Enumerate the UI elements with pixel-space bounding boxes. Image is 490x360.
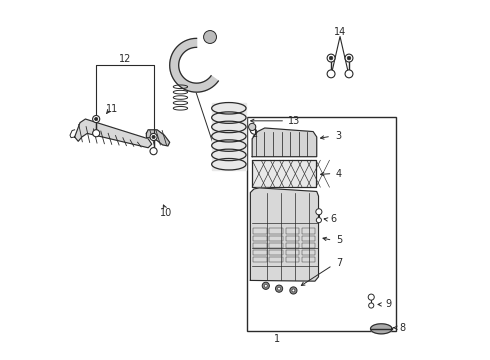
Circle shape — [262, 282, 270, 289]
Circle shape — [316, 209, 322, 215]
Bar — [286, 250, 299, 255]
Bar — [302, 250, 315, 255]
Bar — [253, 250, 267, 255]
Bar — [270, 235, 283, 241]
Text: 13: 13 — [288, 116, 300, 126]
Circle shape — [150, 148, 157, 155]
Circle shape — [203, 31, 217, 44]
Text: 5: 5 — [336, 235, 342, 245]
Circle shape — [95, 117, 98, 121]
Circle shape — [327, 70, 335, 78]
Circle shape — [275, 285, 283, 292]
Text: 11: 11 — [105, 104, 118, 114]
Text: 7: 7 — [336, 258, 342, 268]
Text: 15: 15 — [215, 149, 227, 159]
Bar — [302, 228, 315, 234]
Circle shape — [368, 303, 374, 308]
Bar — [252, 160, 316, 187]
Polygon shape — [170, 39, 219, 92]
Text: 3: 3 — [335, 131, 342, 141]
Bar — [253, 235, 267, 241]
Bar — [253, 257, 267, 262]
Bar — [253, 228, 267, 234]
Bar — [286, 235, 299, 241]
Circle shape — [327, 54, 335, 62]
Circle shape — [290, 287, 297, 294]
Text: 6: 6 — [331, 215, 337, 224]
Polygon shape — [147, 130, 170, 146]
Bar — [270, 228, 283, 234]
Text: 8: 8 — [400, 323, 406, 333]
Text: 2: 2 — [251, 129, 257, 139]
Text: 4: 4 — [336, 168, 342, 179]
Circle shape — [248, 123, 256, 131]
Circle shape — [278, 287, 280, 290]
Bar — [270, 257, 283, 262]
Bar — [270, 243, 283, 248]
Circle shape — [265, 284, 267, 287]
Bar — [302, 235, 315, 241]
Polygon shape — [212, 103, 246, 170]
Circle shape — [347, 56, 351, 60]
Circle shape — [292, 289, 295, 292]
Bar — [286, 257, 299, 262]
Circle shape — [150, 134, 157, 140]
Bar — [286, 243, 299, 248]
Bar — [302, 243, 315, 248]
Bar — [247, 117, 395, 330]
Bar — [286, 228, 299, 234]
Circle shape — [345, 54, 353, 62]
Polygon shape — [252, 128, 317, 157]
Circle shape — [93, 116, 100, 123]
Bar — [270, 250, 283, 255]
Polygon shape — [370, 324, 392, 334]
Circle shape — [345, 70, 353, 78]
Circle shape — [368, 294, 374, 300]
Polygon shape — [250, 188, 318, 281]
Text: 14: 14 — [334, 27, 346, 37]
Circle shape — [317, 217, 321, 223]
Circle shape — [152, 135, 155, 139]
Circle shape — [329, 56, 333, 60]
Text: 10: 10 — [160, 208, 172, 218]
Text: 9: 9 — [385, 300, 392, 310]
Polygon shape — [74, 119, 152, 148]
Bar — [302, 257, 315, 262]
Text: 1: 1 — [274, 333, 280, 343]
Bar — [253, 243, 267, 248]
Circle shape — [93, 130, 100, 137]
Text: 12: 12 — [119, 54, 131, 64]
